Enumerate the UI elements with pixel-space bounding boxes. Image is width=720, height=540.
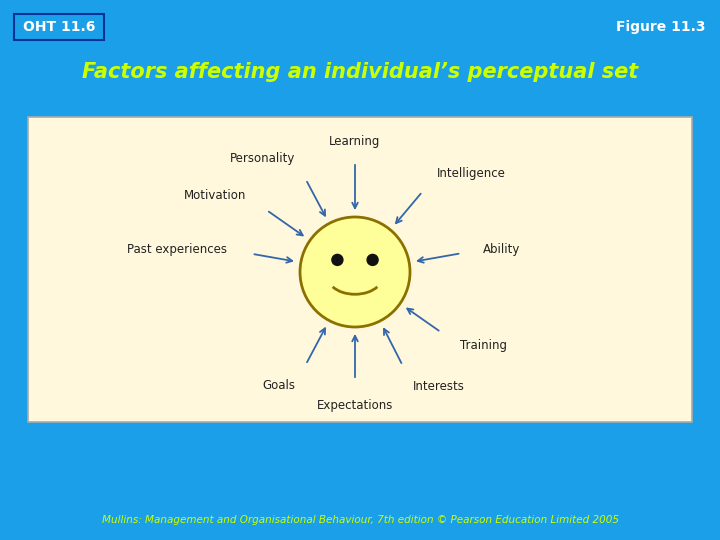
Text: Figure 11.3: Figure 11.3 — [616, 20, 706, 34]
Text: Training: Training — [460, 339, 507, 352]
FancyBboxPatch shape — [14, 14, 104, 40]
Circle shape — [332, 254, 343, 265]
Text: OHT 11.6: OHT 11.6 — [23, 20, 95, 34]
Text: Mullins: Management and Organisational Behaviour, 7th edition © Pearson Educatio: Mullins: Management and Organisational B… — [102, 515, 618, 525]
Text: Goals: Goals — [262, 379, 295, 392]
Text: Learning: Learning — [329, 136, 381, 148]
Text: Ability: Ability — [483, 243, 521, 256]
Bar — [28, 117, 692, 422]
Circle shape — [367, 254, 378, 265]
Text: Motivation: Motivation — [184, 189, 246, 202]
Text: Factors affecting an individual’s perceptual set: Factors affecting an individual’s percep… — [82, 62, 638, 82]
Text: Expectations: Expectations — [317, 399, 393, 411]
Text: Interests: Interests — [413, 380, 465, 393]
Text: Past experiences: Past experiences — [127, 243, 227, 256]
Text: Intelligence: Intelligence — [437, 167, 506, 180]
Circle shape — [300, 217, 410, 327]
Text: Personality: Personality — [230, 152, 295, 165]
